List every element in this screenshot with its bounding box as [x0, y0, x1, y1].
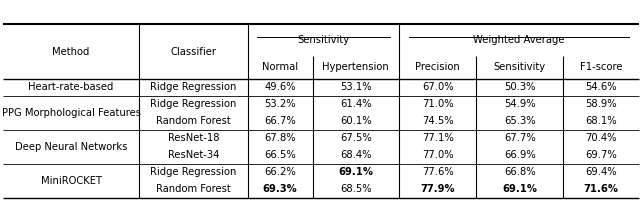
Text: PPG Morphological Features: PPG Morphological Features	[2, 108, 141, 118]
Text: 68.5%: 68.5%	[340, 184, 372, 195]
Text: 54.9%: 54.9%	[504, 99, 536, 109]
Text: Method: Method	[52, 46, 90, 57]
Text: 71.0%: 71.0%	[422, 99, 454, 109]
Text: 53.2%: 53.2%	[264, 99, 296, 109]
Text: 67.5%: 67.5%	[340, 133, 372, 143]
Text: Heart-rate-based: Heart-rate-based	[28, 82, 114, 92]
Text: Random Forest: Random Forest	[156, 184, 231, 195]
Text: Random Forest: Random Forest	[156, 116, 231, 126]
Text: 66.5%: 66.5%	[264, 150, 296, 160]
Text: 65.3%: 65.3%	[504, 116, 536, 126]
Text: F1-score: F1-score	[580, 62, 622, 72]
Text: Ridge Regression: Ridge Regression	[150, 82, 237, 92]
Text: 49.6%: 49.6%	[264, 82, 296, 92]
Text: Normal: Normal	[262, 62, 298, 72]
Text: 74.5%: 74.5%	[422, 116, 454, 126]
Text: 77.9%: 77.9%	[420, 184, 455, 195]
Text: 58.9%: 58.9%	[585, 99, 617, 109]
Text: 69.4%: 69.4%	[585, 167, 617, 177]
Text: Hypertension: Hypertension	[323, 62, 389, 72]
Text: Precision: Precision	[415, 62, 460, 72]
Text: MiniROCKET: MiniROCKET	[41, 176, 102, 186]
Text: 66.7%: 66.7%	[264, 116, 296, 126]
Text: 61.4%: 61.4%	[340, 99, 372, 109]
Text: 68.4%: 68.4%	[340, 150, 372, 160]
Text: 70.4%: 70.4%	[585, 133, 616, 143]
Text: Ridge Regression: Ridge Regression	[150, 167, 237, 177]
Text: 66.8%: 66.8%	[504, 167, 536, 177]
Text: 50.3%: 50.3%	[504, 82, 536, 92]
Text: Sensitivity: Sensitivity	[298, 35, 349, 45]
Text: 60.1%: 60.1%	[340, 116, 372, 126]
Text: 54.6%: 54.6%	[585, 82, 617, 92]
Text: Ridge Regression: Ridge Regression	[150, 99, 237, 109]
Text: 69.1%: 69.1%	[339, 167, 373, 177]
Text: 66.9%: 66.9%	[504, 150, 536, 160]
Text: Weighted Average: Weighted Average	[473, 35, 564, 45]
Text: 67.8%: 67.8%	[264, 133, 296, 143]
Text: ResNet-34: ResNet-34	[168, 150, 219, 160]
Text: 77.0%: 77.0%	[422, 150, 454, 160]
Text: 71.6%: 71.6%	[584, 184, 618, 195]
Text: 53.1%: 53.1%	[340, 82, 372, 92]
Text: ResNet-18: ResNet-18	[168, 133, 220, 143]
Text: Deep Neural Networks: Deep Neural Networks	[15, 142, 127, 152]
Text: 68.1%: 68.1%	[585, 116, 617, 126]
Text: Classifier: Classifier	[170, 46, 216, 57]
Text: 77.6%: 77.6%	[422, 167, 454, 177]
Text: 67.7%: 67.7%	[504, 133, 536, 143]
Text: 69.3%: 69.3%	[263, 184, 298, 195]
Text: 77.1%: 77.1%	[422, 133, 454, 143]
Text: 67.0%: 67.0%	[422, 82, 454, 92]
Text: Sensitivity: Sensitivity	[493, 62, 546, 72]
Text: 66.2%: 66.2%	[264, 167, 296, 177]
Text: 69.1%: 69.1%	[502, 184, 537, 195]
Text: 69.7%: 69.7%	[585, 150, 617, 160]
